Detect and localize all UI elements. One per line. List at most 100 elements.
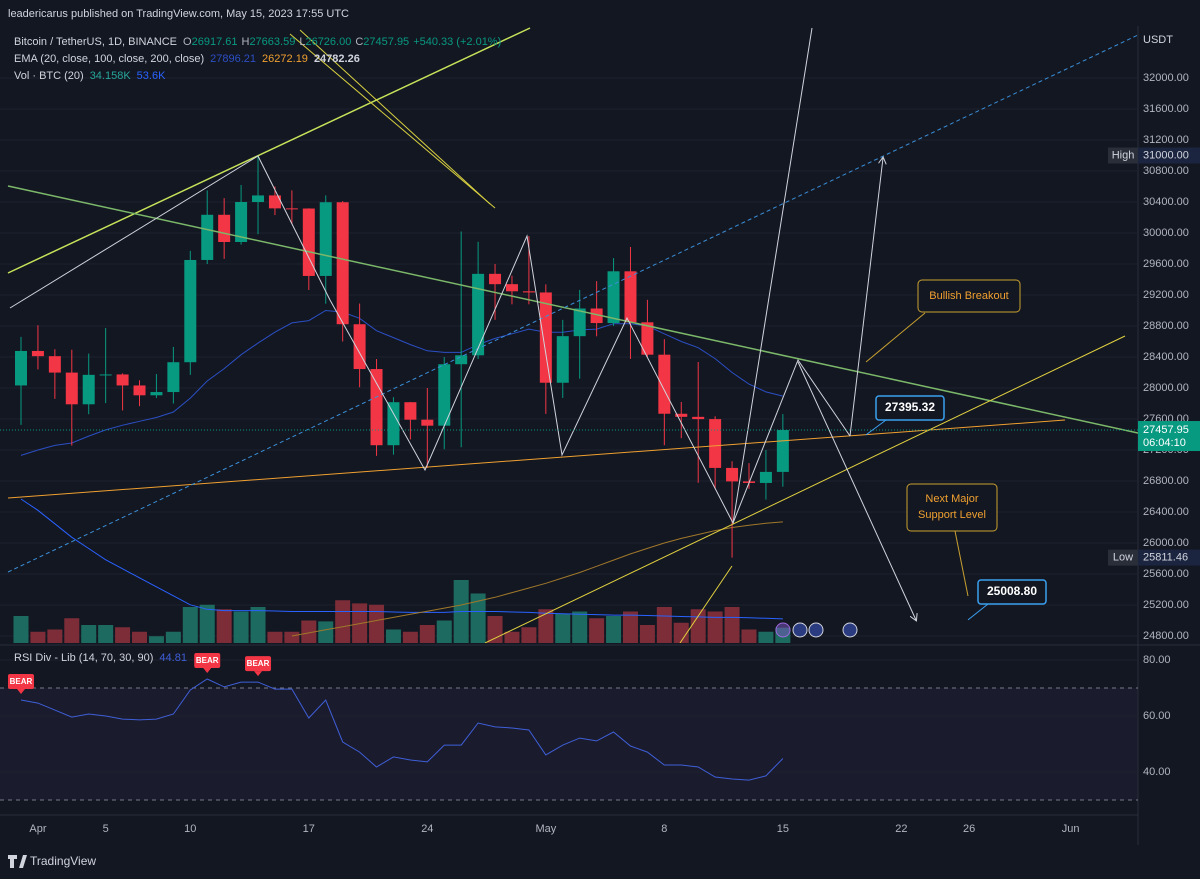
ohlc-key: L	[299, 36, 305, 48]
candle-body	[438, 364, 451, 426]
price-label-box	[1108, 147, 1138, 164]
candle-body	[539, 292, 552, 383]
trend-line	[299, 29, 491, 205]
volume-bar	[98, 625, 114, 643]
y-tick-label: 31200.00	[1143, 134, 1189, 146]
volume-bar	[250, 607, 266, 643]
volume-bar	[741, 629, 757, 643]
candle-body	[133, 385, 146, 396]
candle-body	[404, 402, 417, 420]
price-label-name: High	[1112, 149, 1135, 161]
candle-body	[421, 419, 434, 426]
volume-bar	[690, 609, 706, 643]
y-tick-label: 29600.00	[1143, 258, 1189, 270]
candle-body	[302, 208, 315, 276]
zigzag	[9, 155, 851, 525]
volume-ma	[20, 498, 783, 620]
candle-body	[285, 208, 298, 210]
currency: USDT	[1143, 34, 1173, 46]
volume-bar	[199, 604, 215, 643]
ohlc-value: 26917.61	[192, 36, 238, 48]
candle-body	[15, 350, 27, 386]
volume-bar	[64, 618, 80, 643]
x-tick-label: 5	[103, 823, 109, 835]
candle-body	[505, 284, 518, 292]
y-tick-label: 29200.00	[1143, 289, 1189, 301]
signal-pointer	[17, 689, 25, 695]
trend-line	[679, 565, 733, 643]
vol-value: 53.6K	[137, 70, 166, 82]
legend-row: RSI Div - Lib (14, 70, 30, 90) 44.81	[14, 652, 187, 664]
arrow	[849, 158, 883, 437]
volume-bar	[47, 629, 63, 643]
x-tick-label: 17	[303, 823, 315, 835]
candle-body	[336, 202, 349, 325]
candle-body	[65, 372, 78, 405]
x-tick-label: 15	[777, 823, 789, 835]
ohlc-key: O	[183, 36, 192, 48]
callout-pointer	[865, 312, 926, 363]
trend-line	[7, 419, 1066, 499]
candle-body	[759, 471, 772, 483]
volume-bar	[13, 616, 29, 643]
candle-body	[658, 354, 671, 414]
candle-body	[268, 195, 281, 209]
candle-body	[455, 355, 468, 365]
channel-line	[7, 34, 1138, 573]
callout: Bullish Breakout	[917, 279, 1021, 313]
trend-line	[7, 185, 1138, 434]
volume-bar	[436, 620, 452, 643]
legend-row: Bitcoin / TetherUS, 1D, BINANCE O26917.61…	[14, 36, 501, 48]
candle-body	[675, 413, 688, 417]
ema-value: 24782.26	[314, 53, 360, 65]
volume-bar	[622, 611, 638, 643]
signal-pointer	[203, 668, 212, 674]
rsi-band	[0, 688, 1138, 800]
candle-body	[472, 273, 485, 356]
candle-body	[624, 271, 637, 323]
candle-body	[218, 214, 231, 243]
callout-text: Bullish Breakout	[929, 290, 1009, 302]
volume-bar	[148, 636, 164, 643]
candle-body	[692, 416, 705, 420]
candle-body	[489, 273, 502, 285]
candle-body	[370, 369, 383, 446]
callout-box	[906, 483, 998, 532]
x-tick-label: 26	[963, 823, 975, 835]
candle-body	[82, 374, 95, 405]
volume-bar	[318, 621, 334, 643]
volume-bar	[673, 622, 689, 643]
candle-body	[556, 336, 569, 383]
volume-bar	[301, 620, 317, 643]
event-icon[interactable]	[792, 622, 808, 638]
price-label-value-box	[1138, 549, 1200, 566]
y-tick-label: 31600.00	[1143, 103, 1189, 115]
ohlc-key: H	[241, 36, 249, 48]
price-callout-text: 25008.80	[987, 584, 1037, 598]
callout-pointer	[967, 603, 989, 621]
candle-body	[235, 202, 248, 243]
volume-bar	[470, 593, 486, 643]
volume-bar	[385, 629, 401, 643]
volume-bar	[656, 607, 672, 643]
signal-label: BEAR	[247, 659, 270, 668]
callout-text: Next Major	[925, 493, 979, 505]
projection-line	[732, 27, 813, 524]
price-callout-text: 27395.32	[885, 400, 935, 414]
trend-line	[7, 27, 531, 274]
candle-body	[116, 374, 129, 386]
price-label-box	[1108, 549, 1138, 566]
price-tag-value: 27457.95	[1143, 424, 1189, 436]
volume-bar	[402, 631, 418, 643]
callout: Next Major Support Level	[906, 483, 998, 532]
rsi-tick-label: 40.00	[1143, 766, 1171, 778]
event-icon[interactable]	[775, 622, 791, 638]
event-icon[interactable]	[808, 622, 824, 638]
y-tick-label: 30400.00	[1143, 196, 1189, 208]
volume-bar	[572, 611, 588, 643]
volume-bar	[267, 631, 283, 643]
event-icon[interactable]	[842, 622, 858, 638]
trend-line	[484, 335, 1126, 643]
